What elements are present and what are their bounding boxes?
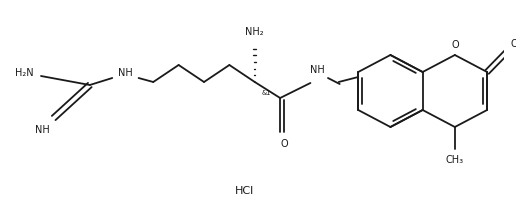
- Text: NH: NH: [310, 65, 325, 75]
- Text: O: O: [451, 40, 459, 50]
- Text: &1: &1: [262, 90, 271, 96]
- Text: NH: NH: [35, 125, 50, 135]
- Text: HCl: HCl: [234, 186, 254, 196]
- Text: NH: NH: [118, 68, 132, 78]
- Text: CH₃: CH₃: [446, 155, 464, 165]
- Text: NH₂: NH₂: [246, 27, 264, 37]
- Text: O: O: [511, 39, 516, 49]
- Text: H₂N: H₂N: [15, 68, 34, 78]
- Text: O: O: [280, 139, 288, 149]
